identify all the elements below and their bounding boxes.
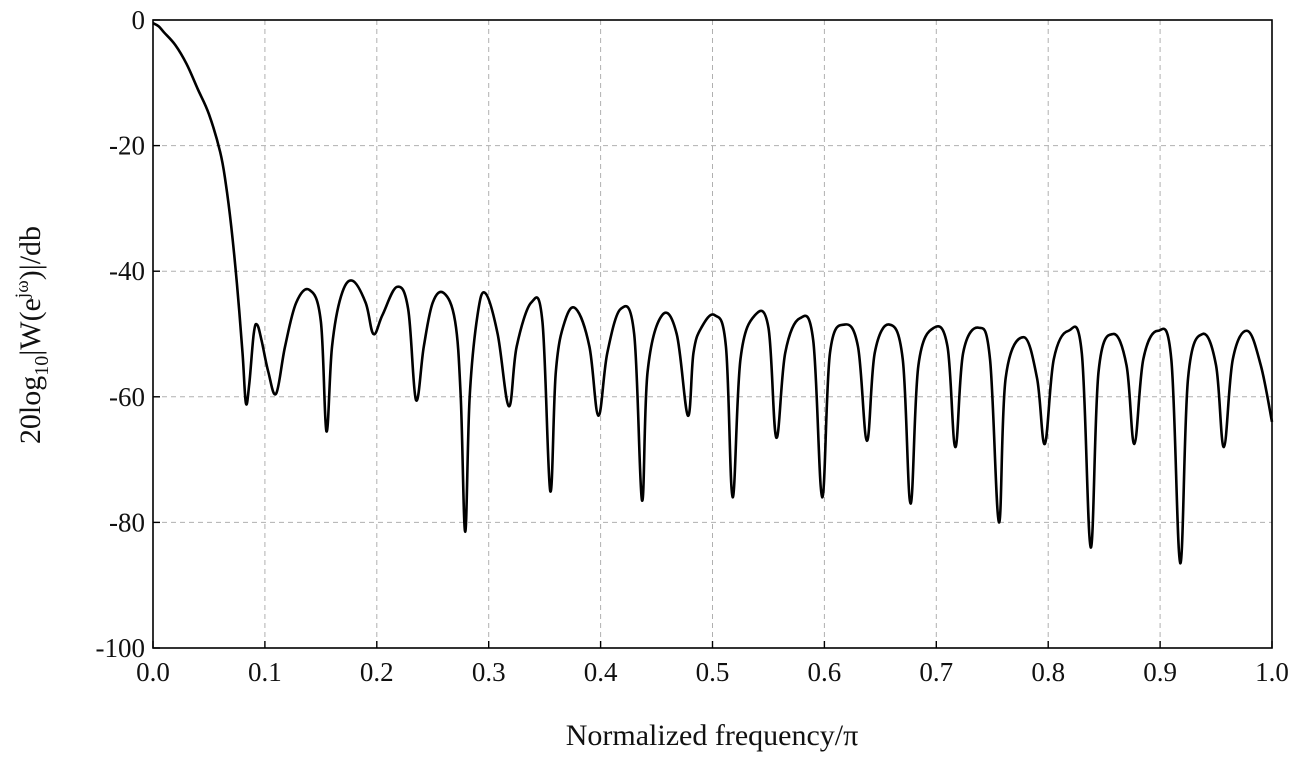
x-tick-label: 0.1: [248, 657, 282, 687]
x-tick-label: 0.6: [808, 657, 842, 687]
y-axis-label: 20log10|W(ejω)|/db: [12, 226, 53, 444]
axis-ticks: [152, 19, 1273, 649]
x-tick-label: 1.0: [1255, 657, 1289, 687]
x-tick-labels: 0.0 0.1 0.2 0.3 0.4 0.5 0.6 0.7 0.8 0.9 1.0: [136, 657, 1289, 687]
y-label-subscript: 10: [31, 356, 53, 376]
x-tick-label: 0.5: [696, 657, 730, 687]
x-tick-label: 0.0: [136, 657, 170, 687]
y-tick-label: -100: [96, 633, 146, 663]
y-label-mid: |W(e: [14, 298, 47, 356]
y-tick-label: -80: [109, 507, 145, 537]
x-tick-label: 0.8: [1031, 657, 1065, 687]
curve-layer: [152, 21, 1274, 565]
grid-lines: [153, 20, 1272, 648]
y-label-superscript: jω: [12, 280, 33, 299]
y-tick-label: 0: [132, 5, 146, 35]
x-axis-label: Normalized frequency/π: [566, 719, 859, 752]
y-label-prefix: 20log: [14, 376, 47, 444]
x-tick-label: 0.2: [360, 657, 394, 687]
x-tick-label: 0.4: [584, 657, 618, 687]
series-line-magnitude: [152, 21, 1274, 565]
y-tick-labels: 0 -20 -40 -60 -80 -100: [96, 5, 146, 663]
y-tick-label: -60: [109, 382, 145, 412]
x-tick-label: 0.9: [1143, 657, 1177, 687]
x-tick-label: 0.3: [472, 657, 506, 687]
x-tick-label: 0.7: [919, 657, 953, 687]
y-tick-label: -20: [109, 131, 145, 161]
y-label-suffix: )|/db: [14, 226, 47, 280]
y-tick-label: -40: [109, 256, 145, 286]
